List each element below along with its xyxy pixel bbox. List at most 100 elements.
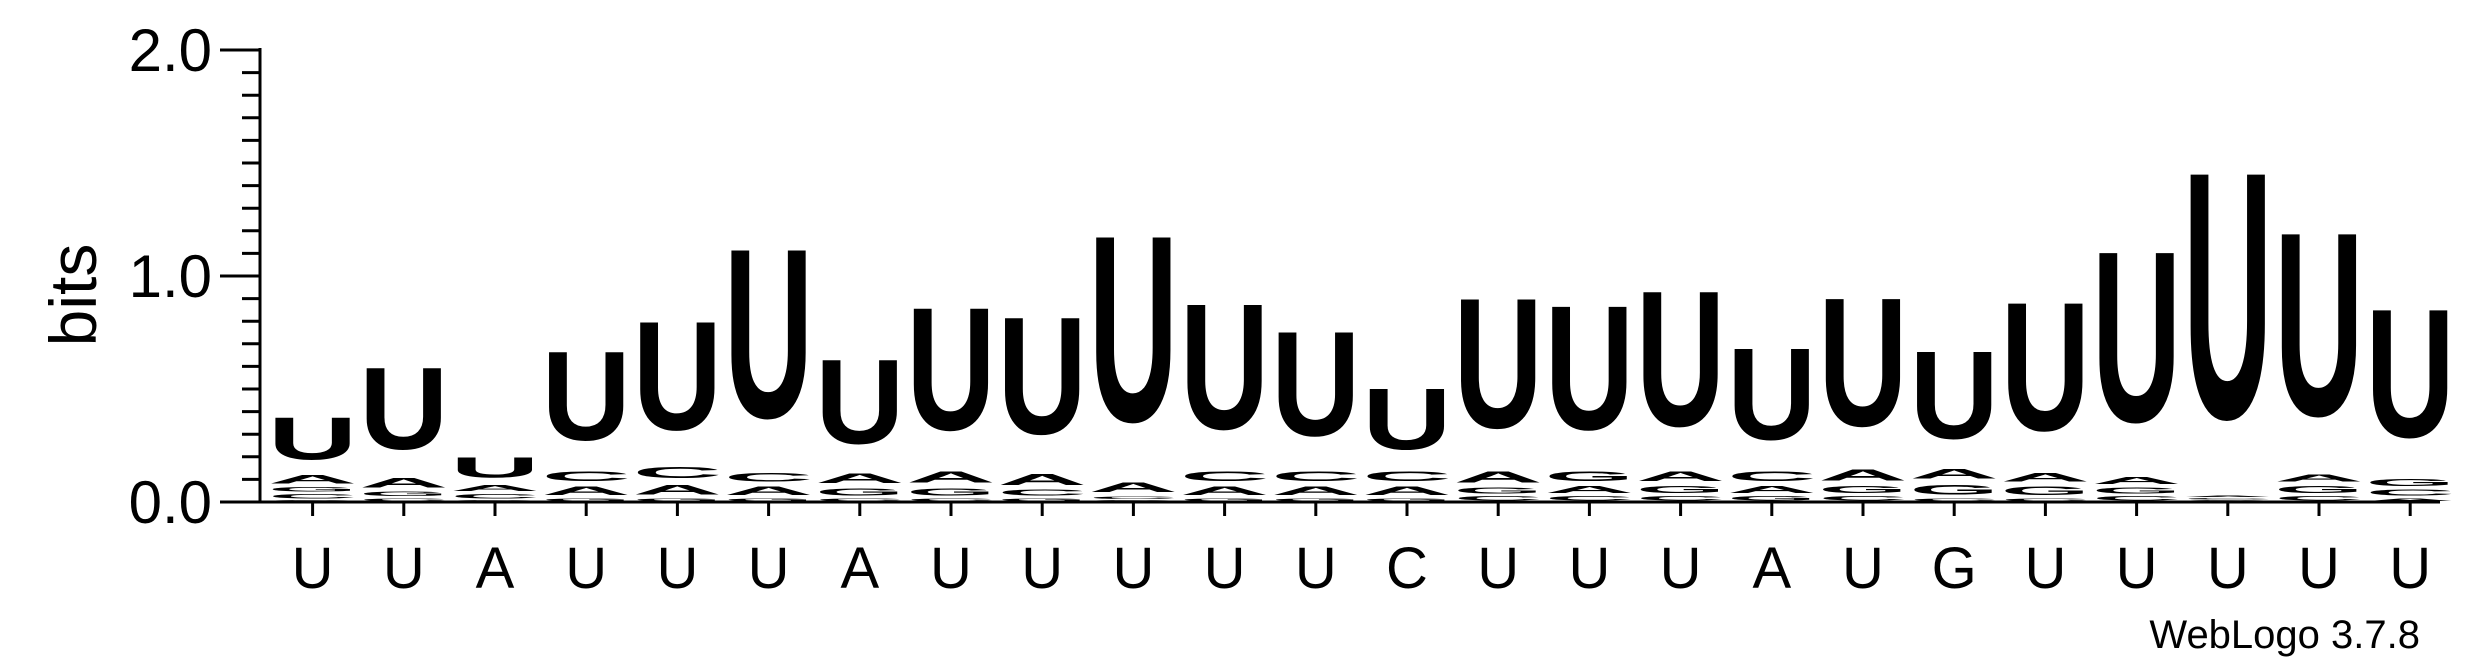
logo-letter-C: C — [998, 488, 1087, 497]
logo-letter-A: A — [1818, 466, 1907, 484]
svg-text:C: C — [906, 497, 995, 502]
logo-letter-G: G — [724, 498, 813, 502]
svg-text:G: G — [359, 491, 448, 498]
svg-text:A: A — [815, 470, 904, 486]
svg-text:U: U — [450, 452, 539, 484]
x-tick-label: U — [656, 536, 698, 601]
x-tick-label: U — [1112, 536, 1154, 601]
svg-text:A: A — [724, 484, 813, 498]
svg-text:U: U — [359, 344, 448, 474]
logo-letter-U: U — [1910, 326, 1999, 466]
logo-letter-A: A — [998, 470, 1087, 488]
x-tick-label: U — [1568, 536, 1610, 601]
svg-text:U: U — [268, 405, 357, 473]
svg-text:A: A — [1271, 484, 1360, 498]
svg-text:C: C — [1180, 468, 1269, 484]
logo-letter-G: G — [2274, 484, 2363, 495]
svg-text:U: U — [906, 272, 995, 467]
svg-text:U: U — [815, 334, 904, 470]
svg-text:G: G — [2274, 484, 2363, 495]
svg-text:C: C — [2274, 495, 2363, 502]
logo-letter-G: G — [2092, 486, 2181, 495]
logo-letter-A: A — [1910, 466, 1999, 482]
logo-letter-A: A — [359, 475, 448, 491]
svg-text:A: A — [633, 482, 722, 498]
svg-text:G: G — [542, 498, 631, 502]
logo-letter-G: G — [1180, 498, 1269, 502]
x-tick-label: U — [383, 536, 425, 601]
x-tick-label: U — [1477, 536, 1519, 601]
svg-text:U: U — [1180, 265, 1269, 467]
logo-letter-U: U — [1545, 270, 1634, 467]
logo-letter-U: U — [1727, 321, 1816, 467]
svg-text:G: G — [2001, 484, 2090, 498]
logo-letter-U: U — [2183, 100, 2272, 494]
weblogo-credit: WebLogo 3.7.8 — [2149, 613, 2420, 657]
logo-letter-C: C — [1271, 468, 1360, 484]
logo-letter-C: C — [724, 470, 813, 484]
logo-letter-U: U — [1271, 301, 1360, 468]
svg-text:A: A — [2001, 470, 2090, 484]
svg-text:C: C — [2183, 497, 2272, 499]
svg-text:G: G — [1910, 482, 1999, 498]
svg-text:A: A — [2092, 475, 2181, 486]
logo-letter-A: A — [2274, 473, 2363, 484]
svg-text:U: U — [1454, 260, 1543, 467]
x-tick-label: U — [1660, 536, 1702, 601]
logo-letter-G: G — [359, 491, 448, 498]
x-tick-label: U — [1295, 536, 1337, 601]
svg-text:U: U — [2092, 202, 2181, 475]
logo-letter-A: A — [724, 484, 813, 498]
logo-letter-C: C — [359, 497, 448, 502]
logo-letter-G: G — [542, 498, 631, 502]
logo-letter-U: U — [1454, 260, 1543, 467]
logo-letter-C: C — [2092, 495, 2181, 502]
x-tick-label: U — [565, 536, 607, 601]
y-tick-label: 0.0 — [129, 469, 212, 536]
svg-text:C: C — [450, 493, 539, 500]
logo-letter-C: C — [633, 463, 722, 481]
svg-text:G: G — [1454, 486, 1543, 495]
logo-letter-A: A — [1727, 484, 1816, 495]
svg-text:C: C — [359, 497, 448, 502]
svg-text:A: A — [1818, 466, 1907, 484]
svg-text:C: C — [2001, 497, 2090, 502]
svg-text:C: C — [268, 493, 357, 500]
svg-text:U: U — [633, 289, 722, 463]
svg-text:C: C — [2366, 488, 2455, 497]
logo-letter-C: C — [1636, 495, 1725, 502]
x-tick-label: G — [1932, 536, 1977, 601]
logo-letter-C: C — [1818, 495, 1907, 502]
logo-letter-U: U — [2092, 202, 2181, 475]
logo-letter-C: C — [2366, 488, 2455, 497]
svg-text:U: U — [1910, 326, 1999, 466]
logo-letter-G: G — [906, 486, 995, 497]
svg-text:G: G — [724, 498, 813, 502]
logo-letter-G: G — [1910, 482, 1999, 498]
x-tick-label: U — [930, 536, 972, 601]
logo-letter-G: G — [815, 486, 904, 497]
svg-text:A: A — [2274, 473, 2363, 484]
svg-text:A: A — [2366, 497, 2455, 502]
x-tick-label: A — [476, 536, 515, 601]
svg-text:A: A — [2183, 495, 2272, 497]
x-tick-label: U — [2116, 536, 2158, 601]
svg-text:U: U — [998, 283, 1087, 470]
svg-text:A: A — [1727, 484, 1816, 495]
logo-letter-G: G — [633, 498, 722, 502]
svg-text:G: G — [906, 486, 995, 497]
svg-text:U: U — [1271, 301, 1360, 468]
logo-letter-G: G — [1727, 495, 1816, 502]
logo-letter-C: C — [268, 493, 357, 500]
logo-letter-U: U — [1362, 370, 1451, 468]
svg-text:C: C — [2092, 495, 2181, 502]
svg-text:C: C — [815, 497, 904, 502]
svg-text:C: C — [1089, 495, 1178, 500]
logo-letter-C: C — [542, 468, 631, 484]
svg-text:G: G — [1271, 498, 1360, 502]
svg-text:A: A — [906, 468, 995, 486]
logo-letter-U: U — [450, 452, 539, 484]
y-axis: 0.0 1.0 2.0 — [129, 17, 262, 536]
logo-letter-U: U — [998, 283, 1087, 470]
svg-text:U: U — [2366, 271, 2455, 476]
